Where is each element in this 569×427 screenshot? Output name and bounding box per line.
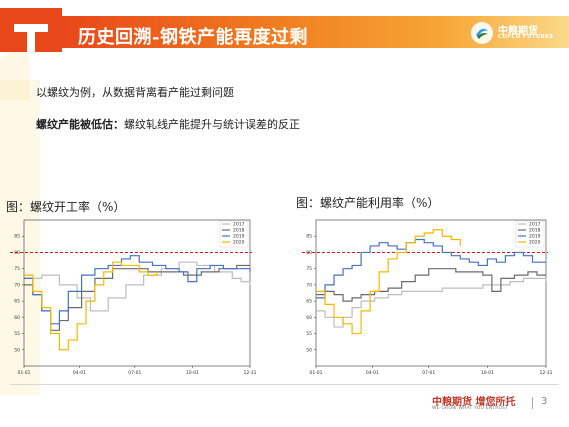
intro-text: 以螺纹为例，从数据背离看产能过剩问题 (36, 86, 234, 99)
y-tick-label: 65 (14, 299, 20, 305)
plus-icon (0, 8, 62, 52)
legend-label-2019: 2019 (529, 234, 541, 240)
y-tick-label: 50 (306, 347, 312, 353)
footer-divider (10, 384, 559, 385)
logo-en: COFCO FUTURES (498, 34, 554, 40)
y-tick-label: 55 (306, 331, 312, 337)
series-line-2020 (316, 229, 461, 335)
y-tick-label: 60 (14, 315, 20, 321)
legend-label-2017: 2017 (233, 222, 245, 228)
x-tick-label: 07-01 (128, 370, 141, 376)
x-tick-label: 04-01 (366, 370, 379, 376)
slide-title: 历史回溯-钢铁产能再度过剩 (78, 27, 308, 48)
x-tick-label: 10-01 (481, 370, 494, 376)
plot-frame (315, 219, 547, 367)
legend-box (515, 220, 545, 248)
footer-logo: 中粮期货 增您所托 WE GROW WHAT YOU ENTRUST (432, 393, 532, 415)
y-tick-label: 55 (14, 331, 20, 337)
y-tick-label: 60 (306, 315, 312, 321)
y-tick-label: 65 (306, 299, 312, 305)
series-line-2017 (24, 261, 251, 312)
caption-left: 图：螺纹开工率（%） (6, 200, 126, 214)
footer-logo-cn: 中粮期货 增您所托 (432, 397, 516, 408)
x-tick-label: 10-01 (186, 370, 199, 376)
series-line-2019 (316, 238, 546, 299)
x-tick-label: 01-01 (17, 370, 30, 376)
logo-cn: 中粮期货 (498, 26, 538, 37)
y-tick-label: 85 (306, 234, 312, 240)
series-line-2017 (316, 277, 547, 328)
footer-logo-en: WE GROW WHAT YOU ENTRUST (432, 406, 509, 411)
page-separator (532, 397, 533, 409)
series-line-2018 (316, 268, 546, 302)
legend-box (219, 220, 249, 248)
y-tick-label: 75 (14, 266, 20, 272)
finding-text: 螺纹产能被低估：螺纹轧线产能提升与统计误差的反正 (36, 116, 300, 132)
y-tick-label: 70 (14, 282, 20, 288)
x-tick-label: 12-31 (243, 370, 256, 376)
legend-label-2020: 2020 (233, 240, 245, 246)
legend-label-2018: 2018 (529, 228, 541, 234)
x-tick-label: 04-01 (73, 370, 86, 376)
cofco-logo: 中粮期货 COFCO FUTURES (470, 21, 562, 45)
caption-right: 图：螺纹产能利用率（%） (296, 196, 440, 210)
cofco-logo-icon (471, 22, 493, 44)
finding-label: 螺纹产能被低估： (36, 118, 124, 131)
plot-frame (23, 219, 251, 367)
x-tick-label: 12-31 (539, 370, 552, 376)
legend-label-2019: 2019 (233, 234, 245, 240)
x-tick-label: 07-01 (422, 370, 435, 376)
legend-label-2020: 2020 (529, 240, 541, 246)
legend-label-2018: 2018 (233, 228, 245, 234)
legend-label-2017: 2017 (529, 222, 541, 228)
finding-detail: 螺纹轧线产能提升与统计误差的反正 (124, 118, 300, 131)
y-tick-label: 85 (14, 234, 20, 240)
y-tick-label: 70 (306, 282, 312, 288)
series-line-2020 (24, 261, 158, 351)
series-line-2019 (24, 255, 251, 325)
page-number: 3 (541, 396, 548, 407)
slide-header: 历史回溯-钢铁产能再度过剩 中粮期货 COFCO FUTURES (0, 8, 569, 52)
y-tick-label: 75 (306, 266, 312, 272)
x-tick-label: 01-01 (309, 370, 322, 376)
y-tick-label: 50 (14, 347, 20, 353)
